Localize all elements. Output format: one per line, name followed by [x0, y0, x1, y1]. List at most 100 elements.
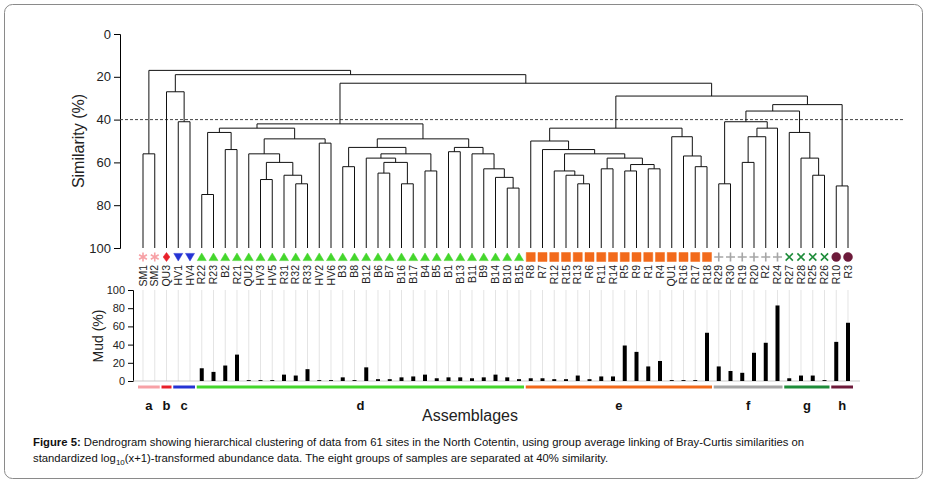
- category-guide: [824, 290, 825, 381]
- tick-label: 40: [97, 112, 111, 127]
- leaf-marker: [362, 253, 371, 261]
- bar: [259, 380, 263, 381]
- leaf-marker: [280, 253, 289, 261]
- bar: [717, 366, 721, 381]
- leaf-label: B10: [501, 265, 513, 284]
- dendrogram-link: [672, 137, 693, 248]
- tick-label: 80: [97, 198, 111, 213]
- caption-text: (x+1)-transformed abundance data. The ei…: [125, 452, 608, 464]
- bar: [388, 379, 392, 381]
- bar: [353, 380, 357, 381]
- dendrogram-link: [484, 169, 505, 248]
- dendrogram-link: [578, 184, 590, 248]
- leaf-marker: [268, 253, 277, 261]
- tick-label: 100: [107, 284, 125, 296]
- leaf-label: B13: [454, 265, 466, 284]
- leaf-label: QU2: [242, 265, 254, 287]
- dendrogram-link: [449, 152, 461, 248]
- bar: [787, 378, 791, 381]
- leaf-marker: [291, 253, 300, 261]
- category-guide: [695, 290, 696, 381]
- category-guide: [248, 290, 249, 381]
- group-underline: [197, 386, 524, 389]
- leaf-label: B9: [477, 265, 489, 278]
- tick-label: 60: [113, 320, 125, 332]
- bar: [682, 380, 686, 381]
- leaf-marker: [773, 253, 782, 262]
- bar: [317, 380, 321, 381]
- leaf-label: R14: [607, 265, 619, 284]
- leaf-label: B7: [383, 265, 395, 278]
- leaf-marker: [644, 253, 653, 262]
- caption-label: Figure 5:: [33, 436, 81, 448]
- dendrogram-link: [349, 147, 406, 166]
- dendrogram-link: [178, 122, 190, 248]
- leaf-label: R31: [278, 265, 290, 284]
- dendrogram-link: [565, 154, 625, 171]
- tick: 100: [89, 241, 120, 256]
- bar: [517, 379, 521, 381]
- tick: 0: [119, 375, 133, 387]
- leaf-marker: [750, 253, 759, 262]
- leaf-marker: [726, 253, 735, 262]
- axis-line: [114, 35, 121, 249]
- leaf-label: B17: [407, 265, 419, 284]
- group-label: a: [145, 398, 153, 413]
- tick: 40: [97, 112, 120, 127]
- tick-mark: [128, 363, 133, 364]
- leaf-label: R18: [701, 265, 713, 284]
- category-guide: [789, 290, 790, 381]
- leaf-marker: [714, 253, 723, 262]
- category-guide: [272, 290, 273, 381]
- category-guide: [483, 290, 484, 381]
- leaf-marker: [562, 253, 571, 262]
- dendrogram-link: [719, 184, 731, 248]
- category-guide: [307, 290, 308, 381]
- group-underline: [831, 386, 853, 389]
- bar: [223, 366, 227, 381]
- dendrogram-link: [631, 165, 655, 171]
- y-axis-title: Similarity (%): [70, 94, 87, 188]
- leaf-marker: [209, 253, 218, 261]
- dendrogram-link: [257, 124, 423, 139]
- bar: [752, 353, 756, 381]
- leaf-marker: [221, 253, 230, 261]
- chart-svg: 020406080100Similarity (%)SM1SM2QU3HV1HV…: [0, 0, 928, 485]
- dendrogram-link: [554, 171, 575, 248]
- leaf-marker: [397, 253, 406, 261]
- leaf-label: QU3: [160, 265, 172, 287]
- dendrogram-link: [746, 111, 800, 132]
- bar: [505, 377, 509, 381]
- bar: [740, 373, 744, 381]
- leaf-label: B1: [442, 265, 454, 278]
- dendrogram-link: [742, 162, 754, 248]
- leaf-label: B4: [419, 265, 431, 278]
- leaf-marker: [174, 253, 183, 261]
- leaf-marker: [620, 253, 629, 262]
- tick-label: 100: [89, 241, 111, 256]
- leaf-label: R7: [536, 265, 548, 279]
- leaf-label: B5: [430, 265, 442, 278]
- leaf-marker: [186, 253, 195, 261]
- dendrogram-link: [531, 141, 569, 248]
- leaf-label: HV6: [325, 265, 337, 286]
- category-guide: [472, 290, 473, 381]
- leaf-label: HV5: [266, 265, 278, 286]
- category-guide: [154, 290, 155, 381]
- bar: [541, 378, 545, 381]
- caption-line: standardized log10(x+1)-transformed abun…: [33, 452, 608, 467]
- tick: 100: [107, 284, 133, 296]
- bar: [564, 379, 568, 381]
- leaf-marker: [432, 253, 441, 261]
- leaf-label: R13: [571, 265, 583, 284]
- group-underline: [162, 386, 172, 389]
- bar: [176, 381, 180, 382]
- dendrogram-link: [725, 122, 768, 184]
- leaf-label: B8: [348, 265, 360, 278]
- bar: [693, 380, 697, 381]
- tick-mark: [128, 345, 133, 346]
- group-label: h: [838, 398, 846, 413]
- leaf-label: R1: [642, 265, 654, 279]
- bar: [294, 376, 298, 381]
- threshold-line: [120, 119, 905, 120]
